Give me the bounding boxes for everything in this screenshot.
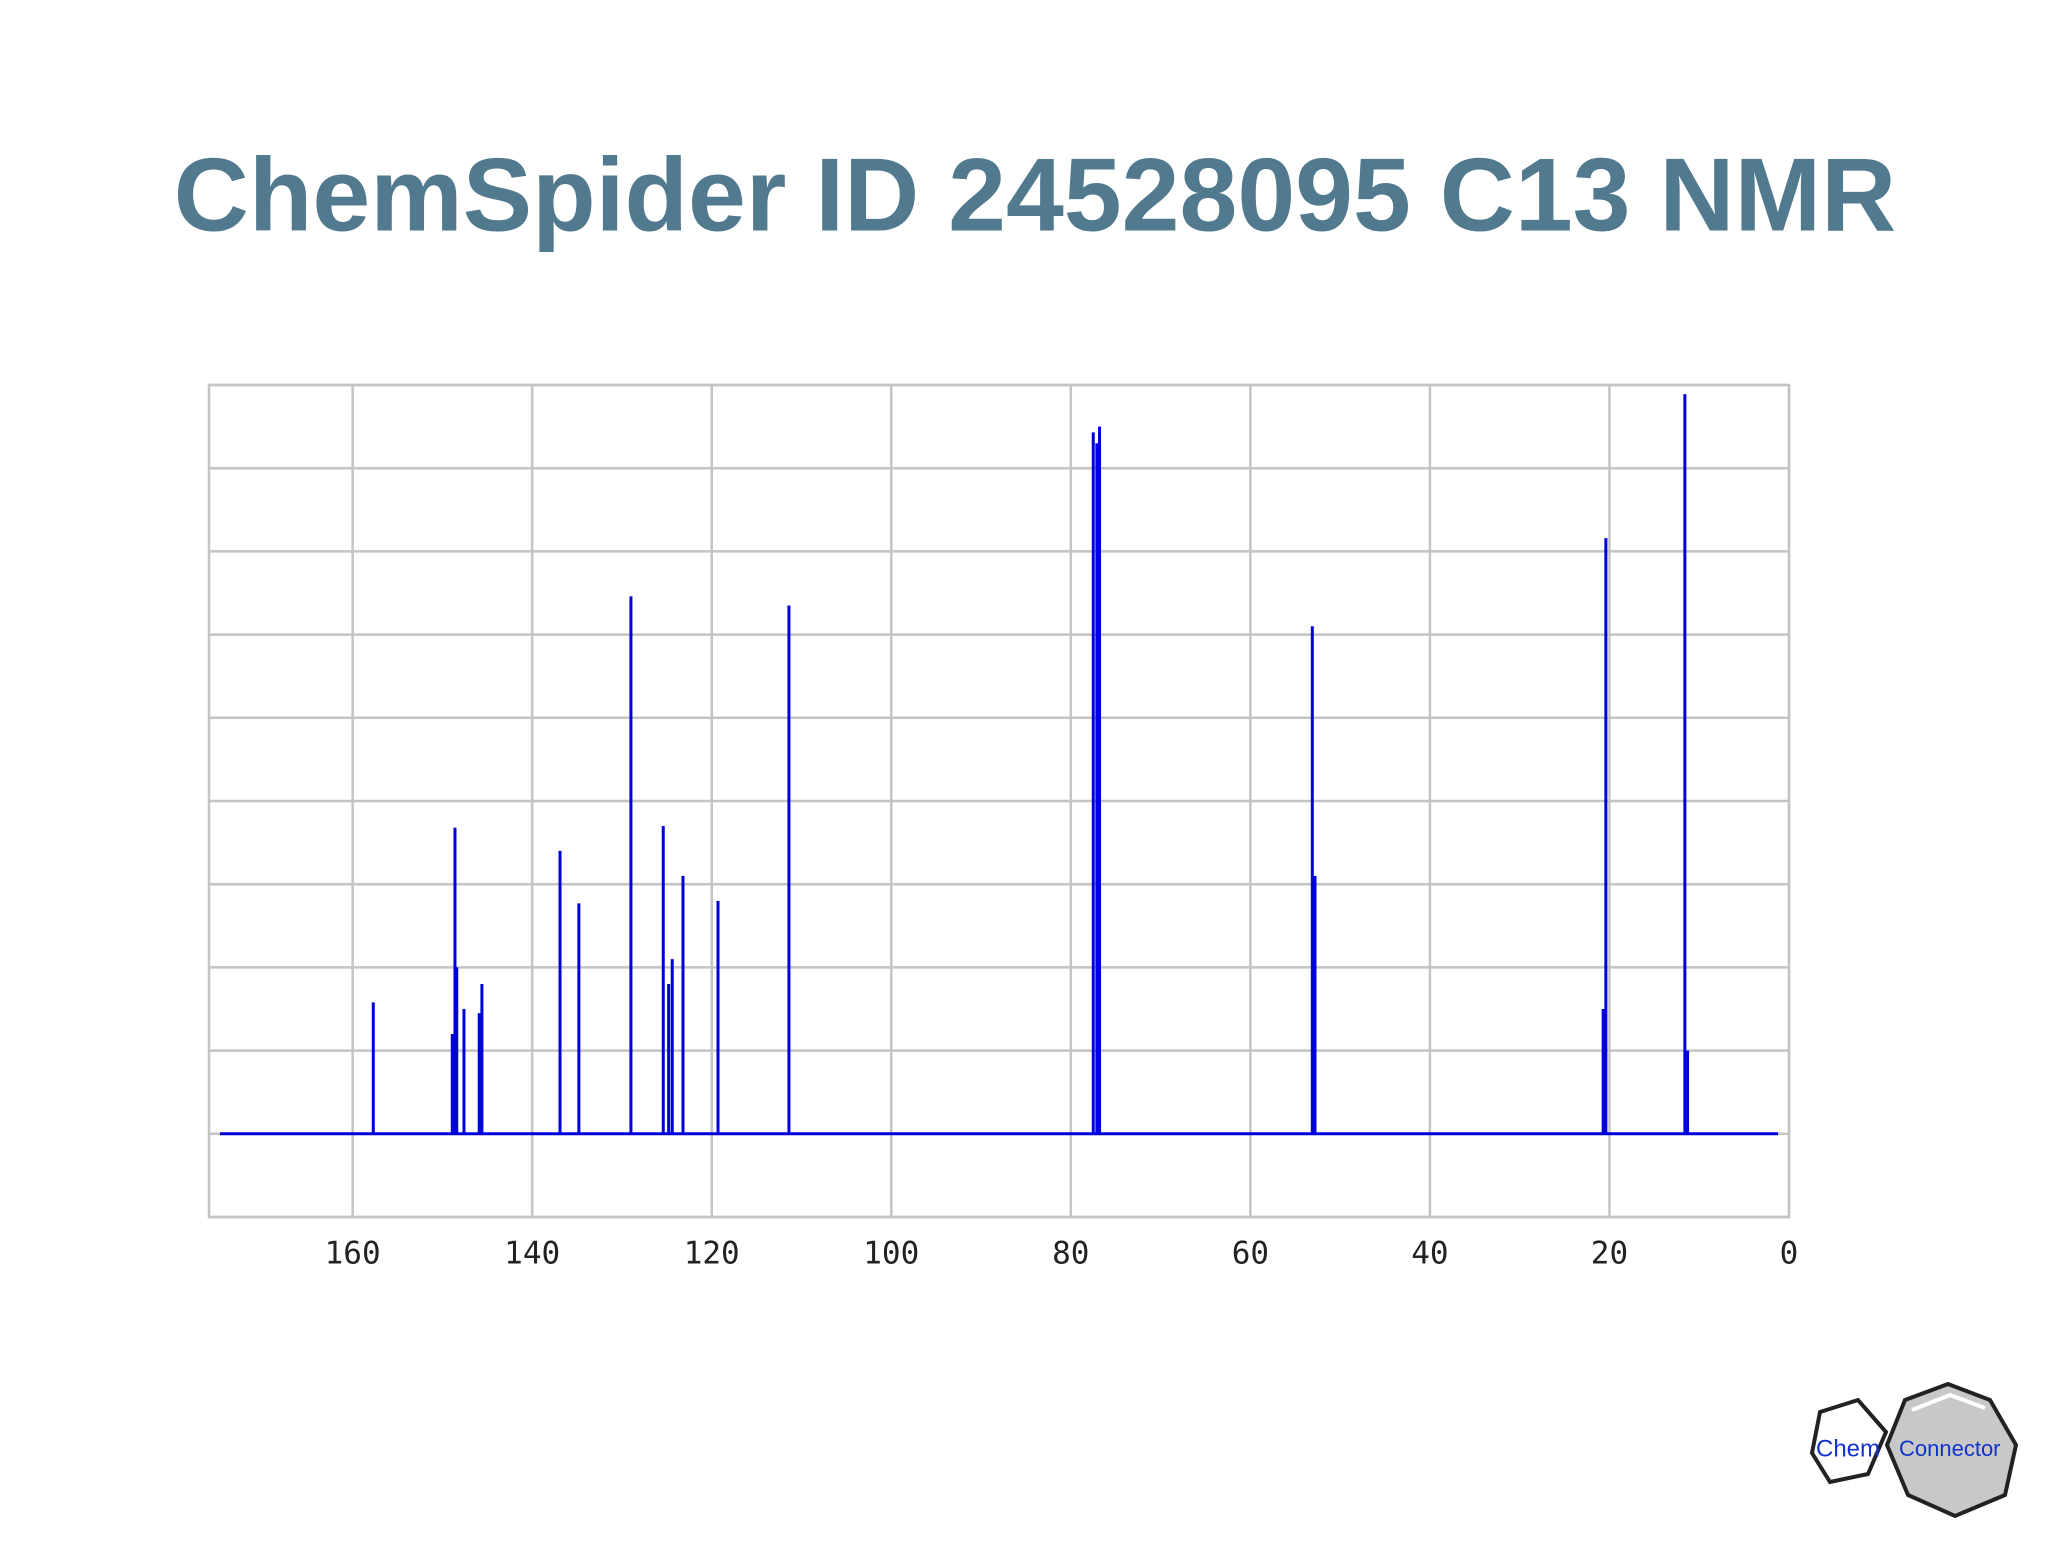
x-tick-label: 60 (1232, 1236, 1269, 1272)
logo-pentagon (1809, 1397, 1889, 1485)
logo-bond (1911, 1392, 1986, 1412)
logo-heptagon (1884, 1381, 2019, 1519)
x-tick-label: 20 (1591, 1236, 1628, 1272)
x-tick-label: 120 (684, 1236, 740, 1272)
x-tick-label: 0 (1780, 1236, 1799, 1272)
x-tick-label: 140 (504, 1236, 560, 1272)
logo-chem: Chem (1816, 1435, 1880, 1462)
logo: Chem Connector (1809, 1381, 2019, 1519)
title: ChemSpider ID 24528095 C13 NMR (174, 137, 1897, 253)
x-tick-label: 160 (325, 1236, 381, 1272)
x-tick-label: 100 (863, 1236, 919, 1272)
x-tick-label: 80 (1052, 1236, 1089, 1272)
x-tick-label: 40 (1411, 1236, 1448, 1272)
logo-connector: Connector (1899, 1436, 2001, 1461)
